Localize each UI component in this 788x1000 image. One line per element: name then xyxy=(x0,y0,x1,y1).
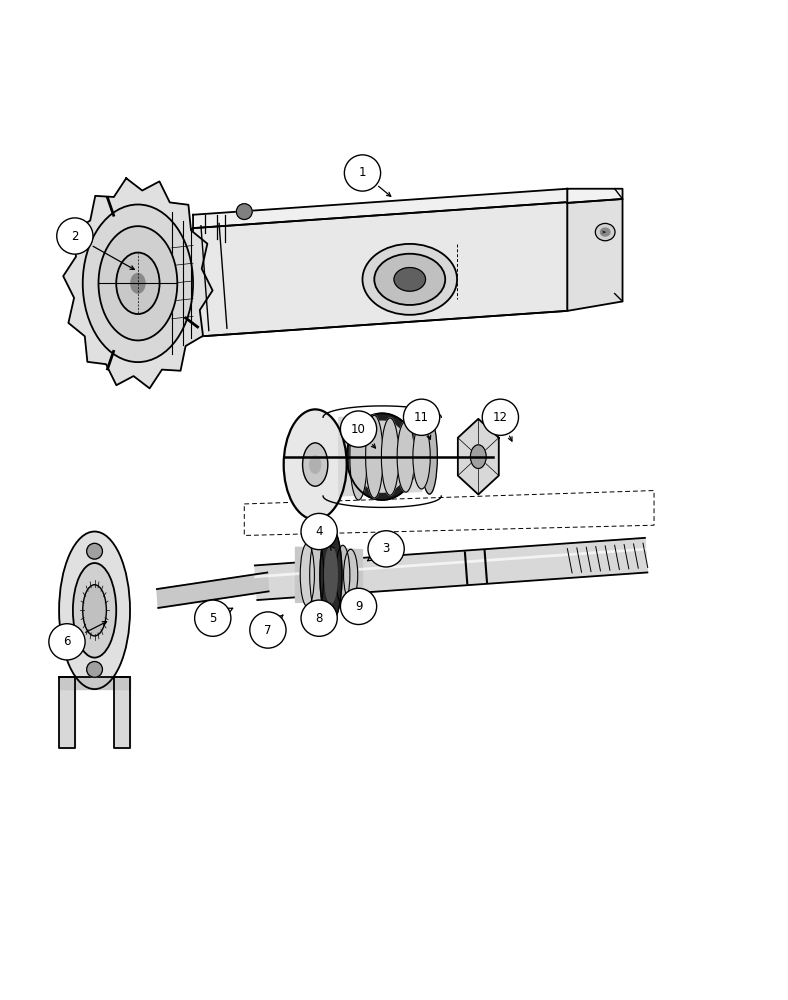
Ellipse shape xyxy=(325,546,337,603)
Circle shape xyxy=(301,600,337,636)
Circle shape xyxy=(344,155,381,191)
Text: 9: 9 xyxy=(355,600,362,613)
Ellipse shape xyxy=(336,545,350,604)
Text: 6: 6 xyxy=(63,635,71,648)
Circle shape xyxy=(301,513,337,550)
Polygon shape xyxy=(255,538,648,600)
Ellipse shape xyxy=(413,424,430,489)
Polygon shape xyxy=(567,189,623,203)
Polygon shape xyxy=(114,677,130,748)
Circle shape xyxy=(340,588,377,625)
Circle shape xyxy=(195,600,231,636)
Text: 3: 3 xyxy=(382,542,390,555)
Polygon shape xyxy=(59,677,130,689)
Ellipse shape xyxy=(366,415,383,498)
Circle shape xyxy=(482,399,519,435)
Ellipse shape xyxy=(310,539,324,610)
Ellipse shape xyxy=(595,223,615,241)
Circle shape xyxy=(57,218,93,254)
Ellipse shape xyxy=(374,254,445,305)
Circle shape xyxy=(250,612,286,648)
Ellipse shape xyxy=(397,421,414,492)
Polygon shape xyxy=(458,419,499,494)
Ellipse shape xyxy=(83,205,193,362)
Ellipse shape xyxy=(83,585,106,636)
Circle shape xyxy=(403,399,440,435)
Ellipse shape xyxy=(320,528,342,622)
Ellipse shape xyxy=(73,563,117,658)
Ellipse shape xyxy=(131,273,145,293)
Ellipse shape xyxy=(394,268,426,291)
Text: 1: 1 xyxy=(359,166,366,179)
Ellipse shape xyxy=(98,226,177,340)
Ellipse shape xyxy=(300,543,314,606)
Circle shape xyxy=(368,531,404,567)
Text: 8: 8 xyxy=(315,612,323,625)
Polygon shape xyxy=(567,199,623,311)
Ellipse shape xyxy=(347,413,418,500)
Ellipse shape xyxy=(470,445,486,468)
Ellipse shape xyxy=(344,549,358,600)
Ellipse shape xyxy=(422,419,437,494)
Ellipse shape xyxy=(116,253,159,314)
Text: 11: 11 xyxy=(414,411,429,424)
Ellipse shape xyxy=(350,413,367,500)
Polygon shape xyxy=(193,202,567,337)
Ellipse shape xyxy=(362,244,457,315)
Polygon shape xyxy=(193,189,567,228)
Polygon shape xyxy=(339,417,422,496)
Circle shape xyxy=(87,543,102,559)
Text: 7: 7 xyxy=(264,624,272,637)
Polygon shape xyxy=(63,178,213,388)
Text: 10: 10 xyxy=(351,423,366,436)
Text: 5: 5 xyxy=(209,612,217,625)
Circle shape xyxy=(49,624,85,660)
Polygon shape xyxy=(59,677,75,748)
Ellipse shape xyxy=(310,456,321,473)
Text: 4: 4 xyxy=(315,525,323,538)
Polygon shape xyxy=(157,573,269,608)
Circle shape xyxy=(87,662,102,677)
Ellipse shape xyxy=(381,418,399,495)
Text: 12: 12 xyxy=(492,411,508,424)
Ellipse shape xyxy=(59,532,130,689)
Ellipse shape xyxy=(284,409,347,520)
Ellipse shape xyxy=(600,228,610,236)
Polygon shape xyxy=(296,547,362,602)
Ellipse shape xyxy=(355,421,410,492)
Circle shape xyxy=(340,411,377,447)
Text: 2: 2 xyxy=(71,230,79,243)
Ellipse shape xyxy=(303,443,328,486)
Circle shape xyxy=(236,204,252,219)
